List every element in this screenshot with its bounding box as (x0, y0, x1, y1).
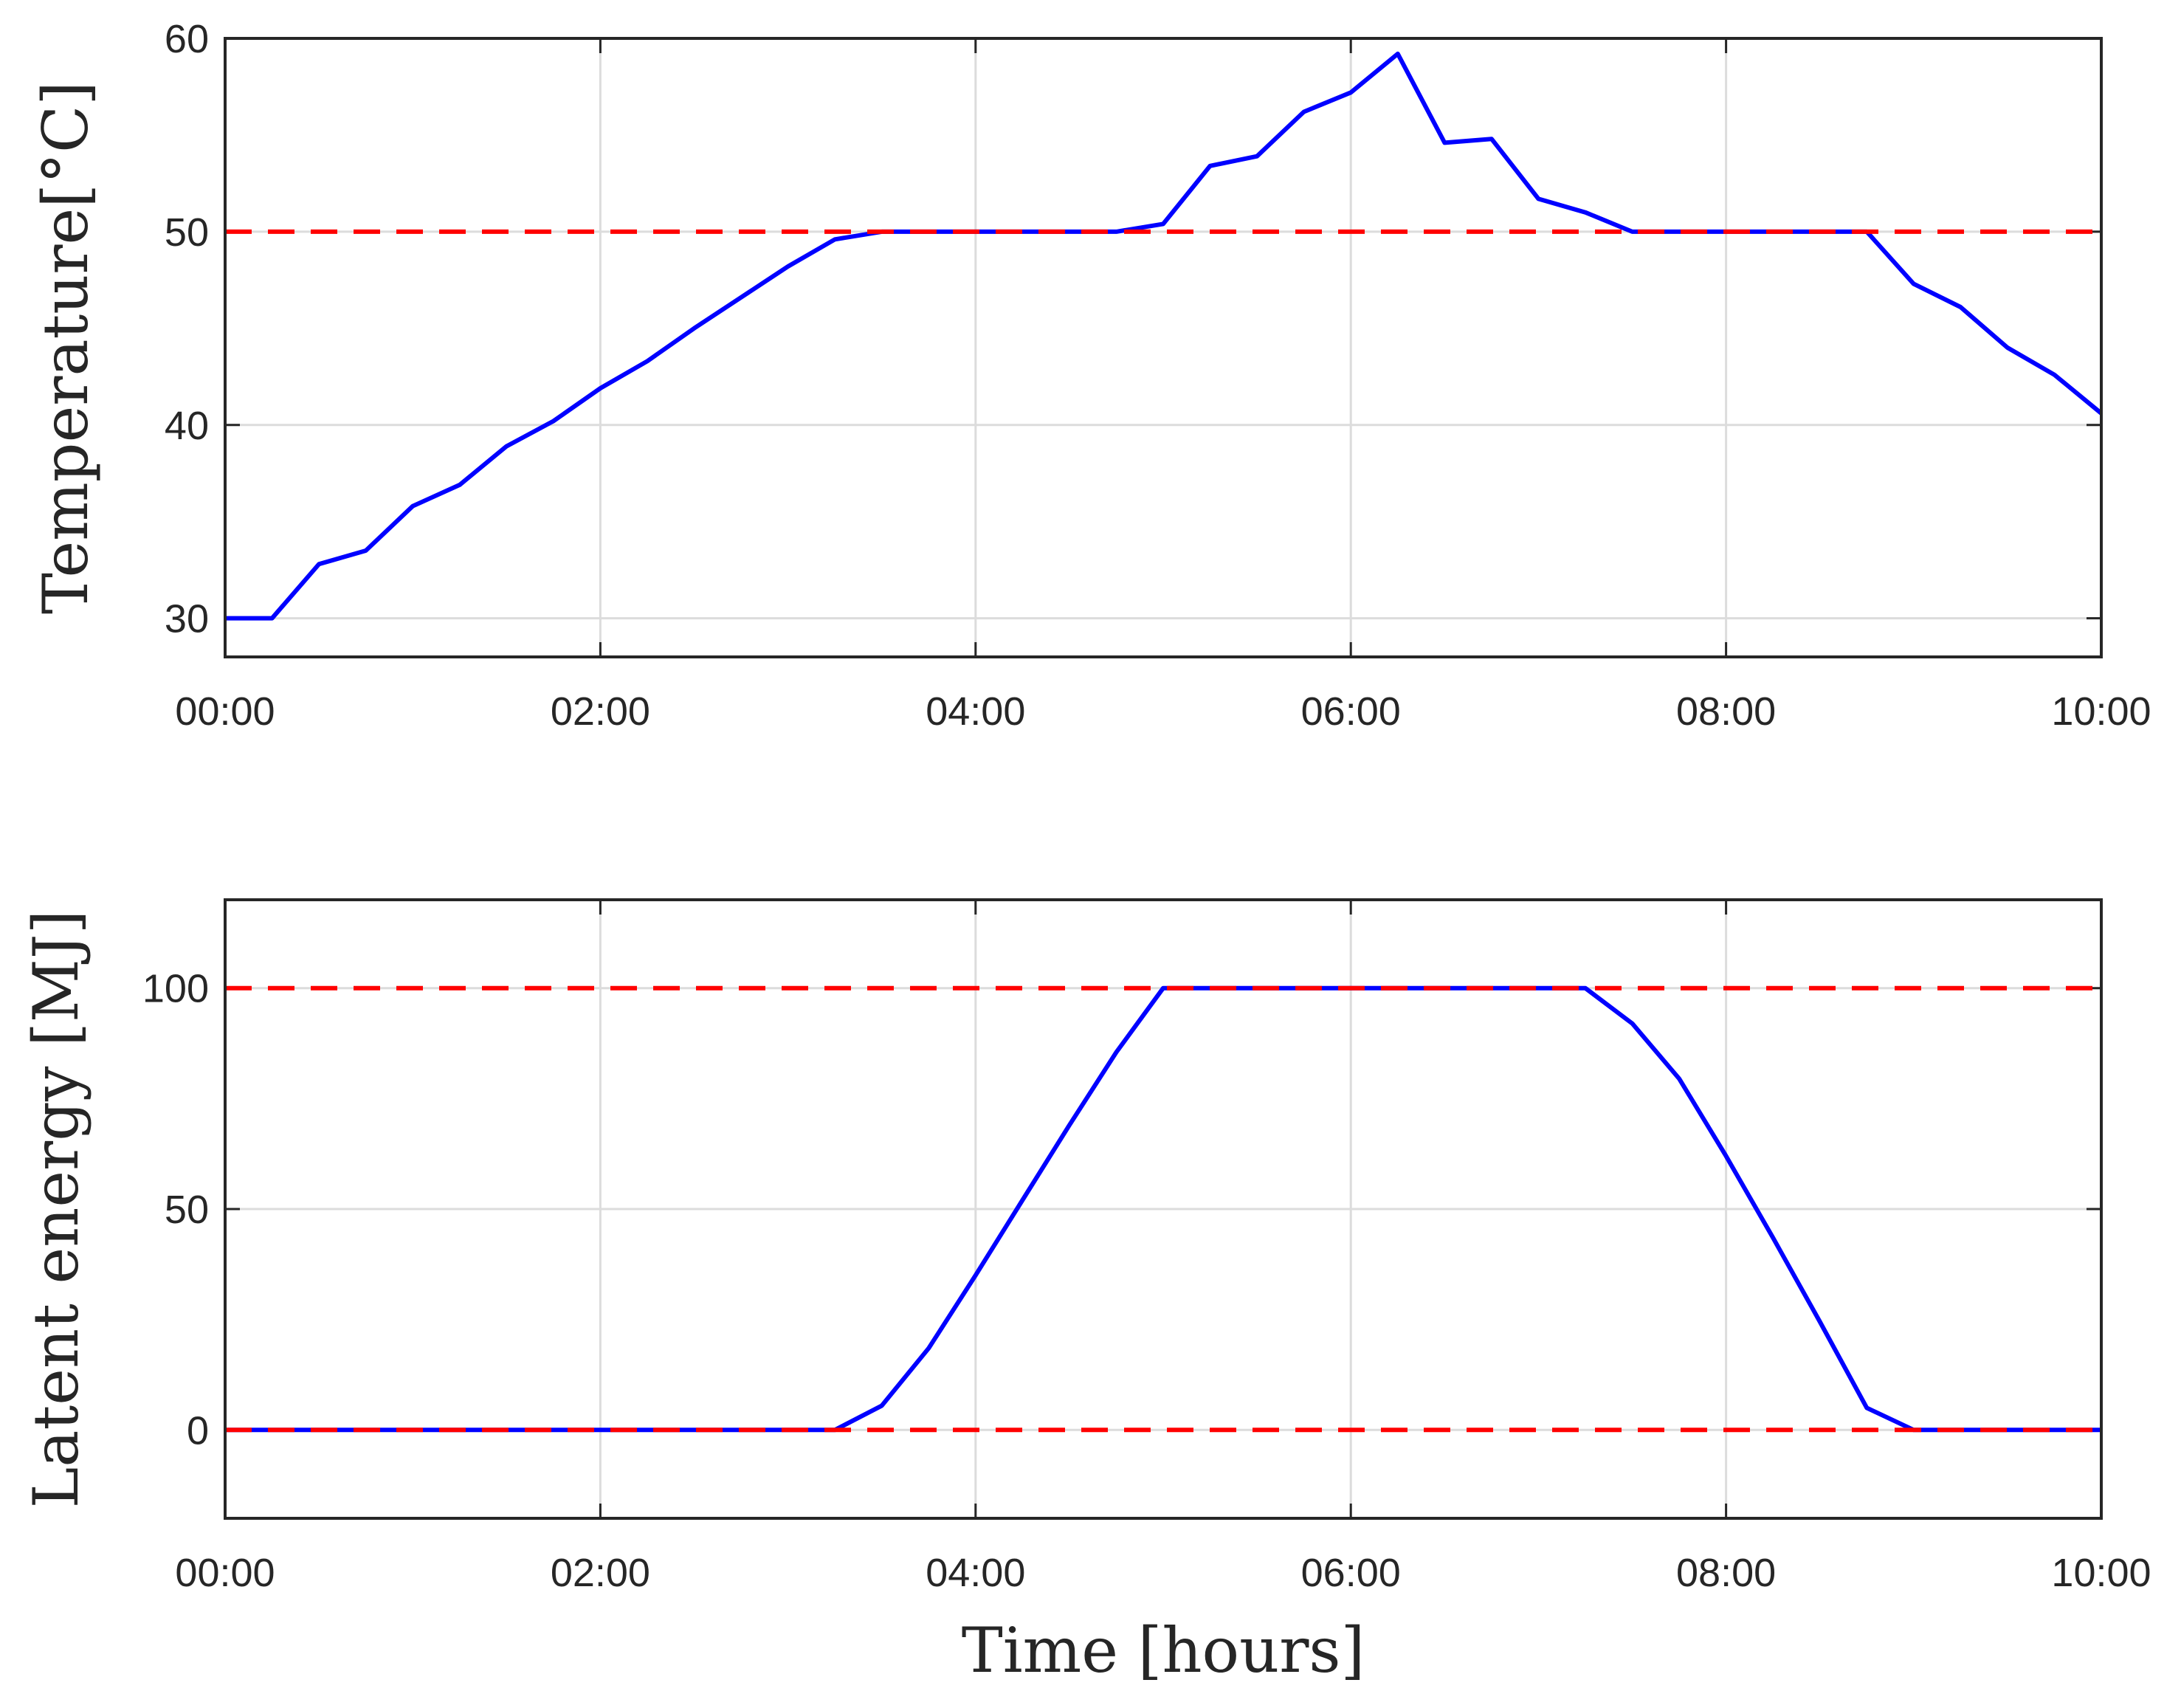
temperature-axis-label: Temperature[°C] (30, 81, 102, 614)
x-tick-label: 06:00 (1301, 1551, 1401, 1595)
x-tick-label: 10:00 (2051, 689, 2151, 734)
x-tick-label: 04:00 (926, 689, 1025, 734)
x-tick-label: 00:00 (175, 689, 275, 734)
latent-energy-axis-label: Latent energy [MJ] (20, 910, 92, 1509)
y-tick-label: 100 (142, 967, 209, 1011)
latent-energy-panel: 00:00 02:00 04:00 06:00 08:00 10:00 0 50 100 (142, 898, 2151, 1595)
temperature-series-line (225, 51, 2103, 621)
x-tick-label: 04:00 (926, 1551, 1025, 1595)
plot-frame (224, 898, 2103, 1520)
y-tick-label: 50 (165, 210, 209, 255)
x-tick-label: 08:00 (1676, 689, 1776, 734)
temperature-panel: 00:00 02:00 04:00 06:00 08:00 10:00 30 40 50 60 (165, 17, 2151, 734)
x-tick-label: 06:00 (1301, 689, 1401, 734)
time-axis-label: Time [hours] (962, 1614, 1365, 1687)
y-tick-label: 40 (165, 404, 209, 448)
x-tick-label: 02:00 (551, 1551, 650, 1595)
y-tick-label: 60 (165, 17, 209, 61)
x-tick-label: 10:00 (2051, 1551, 2151, 1595)
y-tick-label: 30 (165, 597, 209, 641)
x-tick-label: 08:00 (1676, 1551, 1776, 1595)
y-tick-label: 0 (187, 1408, 209, 1453)
x-tick-label: 02:00 (551, 689, 650, 734)
plot-frame (224, 37, 2103, 658)
x-tick-label: 00:00 (175, 1551, 275, 1595)
y-tick-label: 50 (165, 1188, 209, 1232)
